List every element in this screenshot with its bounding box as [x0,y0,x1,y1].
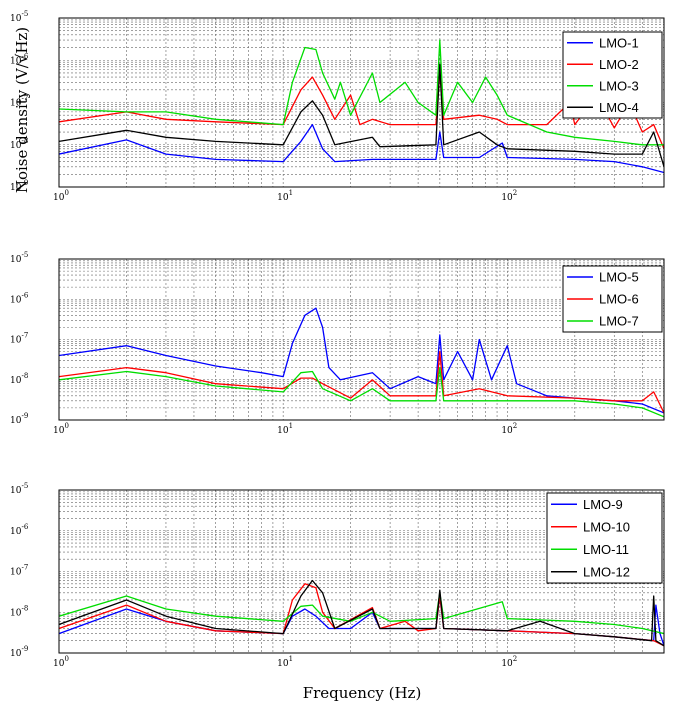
x-tick-label: 101 [277,422,293,436]
legend: LMO-9 LMO-10 LMO-11 LMO-12 [546,492,663,584]
y-axis-label: Noise density (V/√Hz) [13,27,31,193]
legend-label: LMO-1 [599,35,639,50]
y-tick-label: 10-7 [10,564,28,578]
legend-label: LMO-7 [599,314,639,329]
legend-label: LMO-5 [599,270,639,285]
y-tick-label: 10-9 [10,179,28,193]
legend-box [546,492,663,584]
series-line-lmo-11 [59,592,664,635]
x-tick-label: 102 [501,422,517,436]
y-tick-label: 10-5 [10,251,28,265]
x-tick-label: 101 [277,189,293,203]
x-axis-label: Frequency (Hz) [303,684,422,702]
y-tick-label: 10-6 [10,291,29,305]
y-tick-label: 10-8 [10,604,28,618]
legend-box [562,31,663,119]
legend-label: LMO-2 [599,57,639,72]
y-tick-label: 10-6 [10,523,29,537]
series-line-lmo-3 [59,39,664,146]
x-tick-label: 100 [53,422,69,436]
legend-label: LMO-6 [599,292,639,307]
legend-label: LMO-11 [583,542,629,557]
series-line-lmo-12 [59,579,664,647]
y-tick-label: 10-8 [10,372,28,386]
legend: LMO-1 LMO-2 LMO-3 LMO-4 [562,31,663,119]
series-line-lmo-6 [59,350,664,414]
y-tick-label: 10-5 [10,482,28,496]
axes-frame [58,489,665,654]
x-tick-label: 100 [53,189,69,203]
series-line-lmo-4 [59,63,664,167]
legend-label: LMO-12 [583,564,630,579]
legend-label: LMO-10 [583,519,630,534]
legend-label: LMO-3 [599,78,639,93]
axes-frame [58,17,665,188]
series-line-lmo-7 [59,366,664,418]
x-tick-label: 101 [277,655,293,669]
x-tick-label: 102 [501,655,517,669]
y-tick-label: 10-6 [10,52,29,66]
y-tick-label: 10-5 [10,10,28,24]
y-tick-label: 10-9 [10,412,28,426]
y-tick-label: 10-7 [10,95,28,109]
series-line-lmo-5 [59,307,664,414]
legend-label: LMO-9 [583,497,623,512]
chart-panel-3: 10-9 10-8 10-7 10-6 10-5 100 101 102 LMO-9 LMO-10… [10,482,665,669]
y-tick-label: 10-8 [10,137,28,151]
y-tick-label: 10-9 [10,645,28,659]
legend: LMO-5 LMO-6 LMO-7 [562,265,663,333]
x-tick-label: 100 [53,655,69,669]
legend-label: LMO-4 [599,100,639,115]
series-line-lmo-1 [59,123,664,174]
axes-frame [58,258,665,421]
y-tick-label: 10-7 [10,332,28,346]
x-tick-label: 102 [501,189,517,203]
